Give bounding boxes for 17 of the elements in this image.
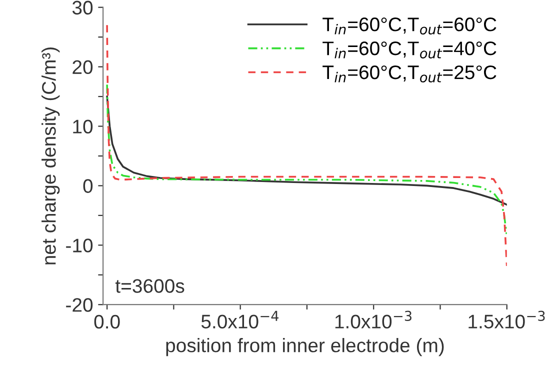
x-axis-title: position from inner electrode (m) xyxy=(166,338,444,356)
y-tick-label: 30 xyxy=(72,0,93,15)
y-tick-label: -20 xyxy=(66,298,93,312)
y-tick-label: 0 xyxy=(83,179,93,193)
y-tick-label: 20 xyxy=(72,60,93,74)
x-tick-label: 1.5x10$^{−3}$ xyxy=(468,310,545,328)
annotation: t=3600s xyxy=(115,279,184,293)
legend-label: T$_{in}$=60°C,T$_{out}$=25°C xyxy=(322,65,496,82)
legend-label: T$_{in}$=60°C,T$_{out}$=40°C xyxy=(322,42,496,58)
x-tick-label: 0.0 xyxy=(94,314,120,329)
y-tick-label: 10 xyxy=(73,120,93,134)
x-tick-label: 1.0x10$^{−3}$ xyxy=(335,310,412,328)
x-tick-label: 5.0x10$^{−4}$ xyxy=(201,310,279,328)
line-series xyxy=(106,96,507,206)
y-axis-title: net charge density (C/m³) xyxy=(42,47,60,264)
y-tick-label: -10 xyxy=(66,238,93,252)
legend-label: T$_{in}$=60°C,T$_{out}$=60°C xyxy=(322,18,496,35)
